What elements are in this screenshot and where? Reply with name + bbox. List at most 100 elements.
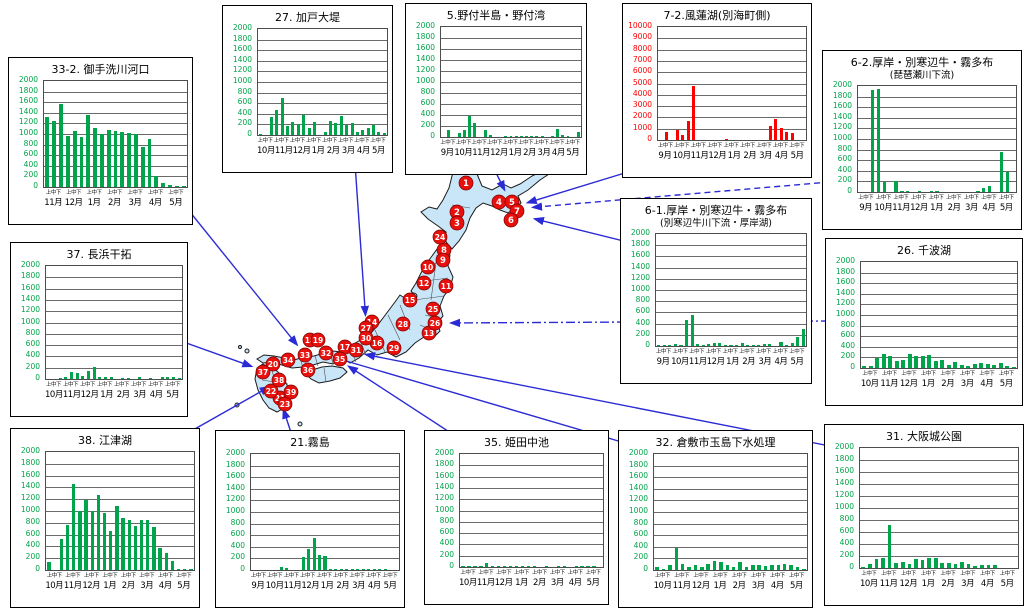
gridline <box>656 256 806 258</box>
gridline <box>654 500 807 502</box>
y-axis-label: 2000 <box>628 448 648 457</box>
bar <box>328 569 332 570</box>
bar <box>757 345 761 346</box>
month-label: 12月 <box>899 379 918 389</box>
bar <box>339 116 343 135</box>
bar <box>366 127 370 135</box>
y-axis-label: 2000 <box>232 23 252 32</box>
month-label: 10月 <box>874 203 893 213</box>
y-axis-label: 1200 <box>630 272 650 282</box>
bar <box>907 564 912 568</box>
svg-text:13: 13 <box>424 329 434 338</box>
month-label: 9月 <box>658 151 672 161</box>
small-island <box>238 345 242 349</box>
y-axis-label: 1200 <box>18 117 38 127</box>
x-tick-label: 上中下 <box>901 371 917 377</box>
x-tick-label: 上中下 <box>788 573 805 579</box>
month-label: 5月 <box>586 578 600 588</box>
bar <box>917 190 922 192</box>
bar <box>712 561 717 570</box>
gridline <box>460 533 603 535</box>
bar <box>47 562 51 570</box>
bar <box>586 565 590 567</box>
month-label: 5月 <box>166 390 180 400</box>
bar <box>350 122 354 135</box>
y-axis-label: 1000 <box>20 316 40 326</box>
bar <box>906 190 910 192</box>
month-label: 4月 <box>770 581 784 591</box>
plot-area <box>250 453 400 571</box>
svg-text:2: 2 <box>454 208 460 218</box>
chart-title: 7-2.風蓮湖(別海町側) <box>663 9 771 22</box>
chart-title: 33-2. 御手洗川河口 <box>51 63 150 76</box>
bar <box>72 130 77 187</box>
x-tick-label: 上中下 <box>354 138 370 144</box>
y-axis-label: 200 <box>230 552 245 562</box>
y-axis-label: 1000 <box>835 309 855 318</box>
y-axis-label: 10000 <box>628 21 652 30</box>
y-axis-label: 600 <box>439 527 454 537</box>
chart-21: 21.霧島 2000 1800 1600 1400 1200 1000 800 600 400 20… <box>215 430 405 608</box>
bar <box>275 109 279 135</box>
y-axis-label: 1200 <box>832 122 852 132</box>
bar <box>566 135 570 137</box>
x-tick-label: 上中下 <box>496 570 512 576</box>
bar <box>121 518 125 570</box>
y-axis-label: 1800 <box>20 457 40 467</box>
chart-38: 38. 江津湖 2000 1800 1600 1400 1200 1000 800 600 400… <box>10 428 200 608</box>
y-axis-label: 1000 <box>20 505 40 514</box>
bar <box>64 377 68 379</box>
x-tick-row: 上中下 上中下 上中下 上中下 上中下 上中下 上中下 上中下 <box>45 573 193 580</box>
bar <box>535 136 539 137</box>
y-axis-label: 0 <box>449 561 454 570</box>
gridline <box>258 124 387 126</box>
bar <box>540 136 544 137</box>
bar <box>503 565 507 567</box>
bar <box>862 366 867 368</box>
y-axis-label: 2000 <box>834 442 854 451</box>
x-tick-label: 上中下 <box>946 195 962 201</box>
month-label: 3月 <box>341 146 355 156</box>
y-axis-label: 800 <box>230 517 245 527</box>
y-axis-label: 1200 <box>835 298 855 308</box>
bar <box>661 568 666 570</box>
bar <box>668 344 672 346</box>
y-axis-label: 1600 <box>630 250 650 260</box>
x-tick-label: 上中下 <box>564 140 581 146</box>
y-axis-label: 1000 <box>834 502 854 511</box>
y-axis-label: 1600 <box>232 44 252 54</box>
y-axis-label: 1400 <box>20 293 40 303</box>
month-label: 9月 <box>251 581 265 591</box>
bar <box>894 181 898 192</box>
svg-text:32: 32 <box>321 349 331 358</box>
x-tick-label: 上中下 <box>693 573 709 579</box>
bar <box>881 557 885 568</box>
gridline <box>860 508 1018 509</box>
x-tick-label: 上中下 <box>130 382 147 388</box>
map-marker-26: 26 <box>427 315 443 331</box>
x-tick-label: 上中下 <box>861 571 877 577</box>
month-label: 3月 <box>759 151 773 161</box>
bar <box>576 132 580 137</box>
map-marker-1: 1 <box>458 175 474 191</box>
bar <box>757 564 761 570</box>
svg-text:26: 26 <box>430 319 440 328</box>
bar <box>491 565 495 567</box>
y-axis-label: 1800 <box>434 459 454 469</box>
x-tick-label: 上中下 <box>120 573 137 579</box>
y-axis-label: 1400 <box>415 54 435 63</box>
gridline <box>861 315 1017 316</box>
month-label: 10月 <box>454 148 473 158</box>
x-tick-label: 上中下 <box>928 195 945 201</box>
month-label: 2月 <box>523 148 536 158</box>
bar <box>982 187 986 192</box>
x-tick-row: 上中下 上中下 上中下 上中下 上中下 上中下 上中下 上中下 <box>459 570 602 577</box>
bar <box>690 314 694 346</box>
bar <box>170 561 175 570</box>
y-axis-label: 800 <box>635 295 650 305</box>
bar <box>679 344 683 346</box>
month-label: 3月 <box>128 198 142 208</box>
bar <box>120 132 125 187</box>
month-label: 5月 <box>372 146 385 156</box>
bar <box>312 121 316 135</box>
